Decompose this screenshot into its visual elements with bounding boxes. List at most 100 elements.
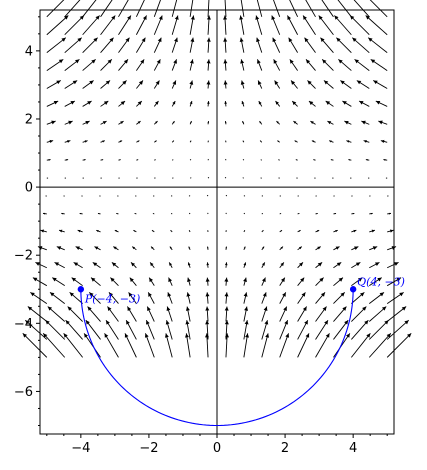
field-arrow xyxy=(46,15,69,36)
field-arrow xyxy=(308,100,316,107)
field-arrow xyxy=(261,292,267,304)
y-tick-label: 0 xyxy=(25,181,33,196)
field-arrow xyxy=(205,306,210,322)
field-arrow xyxy=(279,212,282,215)
field-arrow xyxy=(46,0,65,18)
field-arrow xyxy=(315,212,318,215)
field-arrow xyxy=(82,58,96,71)
field-arrow xyxy=(136,120,141,125)
field-arrow xyxy=(136,140,140,143)
field-arrow xyxy=(154,140,157,143)
field-arrow xyxy=(58,229,65,233)
field-arrow xyxy=(261,333,270,358)
field-arrow xyxy=(135,195,137,197)
field-arrow xyxy=(224,277,229,286)
field-arrow xyxy=(118,15,132,35)
field-arrow xyxy=(333,319,349,340)
field-arrow xyxy=(170,195,173,197)
field-arrow xyxy=(387,246,397,251)
x-tick-label: 2 xyxy=(281,441,289,456)
field-arrow xyxy=(225,140,227,143)
field-arrow xyxy=(151,229,155,233)
field-arrow xyxy=(297,246,303,251)
field-arrow xyxy=(375,100,388,107)
field-arrow xyxy=(297,229,301,233)
field-arrow xyxy=(304,37,316,53)
field-arrow xyxy=(368,319,389,340)
field-arrow xyxy=(224,320,229,340)
field-arrow xyxy=(171,120,175,125)
field-arrow xyxy=(225,158,227,161)
field-arrow xyxy=(136,159,139,161)
field-arrow xyxy=(297,319,309,340)
field-arrow xyxy=(351,212,355,215)
field-arrow xyxy=(136,80,144,89)
field-arrow xyxy=(96,229,101,233)
tick-labels: −4 −2 0 2 4 −6 −4 −2 0 2 4 xyxy=(14,44,357,456)
field-arrow xyxy=(169,246,173,251)
y-tick-label: 4 xyxy=(25,44,33,59)
field-arrow xyxy=(85,319,101,340)
field-arrow xyxy=(365,15,388,36)
x-tick-label: −2 xyxy=(139,441,158,456)
field-arrow xyxy=(73,261,83,269)
field-arrow xyxy=(261,306,268,322)
field-arrow xyxy=(104,333,119,358)
field-arrow xyxy=(243,230,246,233)
field-arrow xyxy=(107,306,119,322)
field-arrow xyxy=(64,177,66,179)
field-arrow xyxy=(288,37,299,53)
field-arrow xyxy=(136,59,145,71)
field-arrow xyxy=(46,37,67,54)
field-arrow xyxy=(153,15,163,35)
field-arrow xyxy=(386,277,402,287)
field-arrow xyxy=(225,212,227,215)
field-arrow xyxy=(315,333,330,358)
field-arrow xyxy=(171,159,174,161)
field-arrow xyxy=(67,306,83,322)
field-arrow xyxy=(100,120,107,125)
field-arrow xyxy=(242,140,245,143)
field-arrow xyxy=(117,195,119,197)
field-arrow xyxy=(369,195,371,197)
field-arrow xyxy=(279,246,284,251)
field-arrow xyxy=(224,176,227,179)
field-arrow xyxy=(100,0,113,18)
field-arrow xyxy=(187,277,191,286)
field-arrow xyxy=(136,100,143,107)
field-arrow xyxy=(314,177,316,179)
field-arrow xyxy=(150,246,155,251)
field-arrow xyxy=(367,37,388,54)
field-arrow xyxy=(243,262,247,268)
field-arrow xyxy=(204,333,209,358)
field-arrow xyxy=(386,319,410,340)
field-arrow xyxy=(188,230,191,233)
field-arrow xyxy=(387,195,389,197)
field-arrow xyxy=(261,246,265,251)
field-arrow xyxy=(330,159,334,161)
field-arrow xyxy=(278,177,280,179)
field-arrow xyxy=(274,80,281,89)
field-arrow xyxy=(351,333,371,358)
field-arrow xyxy=(348,159,352,161)
field-arrow xyxy=(354,58,370,71)
field-arrow xyxy=(311,140,316,143)
field-arrow xyxy=(350,177,352,179)
field-arrow xyxy=(64,159,69,161)
field-arrow xyxy=(189,177,192,179)
field-arrow xyxy=(340,80,352,89)
field-arrow xyxy=(276,120,281,125)
field-arrow xyxy=(260,159,263,161)
field-arrow xyxy=(313,159,316,161)
field-arrow xyxy=(315,292,326,304)
field-arrow xyxy=(171,140,175,143)
field-arrow xyxy=(351,229,357,233)
field-arrow xyxy=(368,306,387,322)
field-arrow xyxy=(333,246,340,251)
field-arrow xyxy=(346,140,352,143)
field-arrow xyxy=(243,320,249,340)
field-arrow xyxy=(334,15,352,36)
field-arrow xyxy=(243,306,249,322)
field-arrow xyxy=(87,306,101,322)
field-arrow xyxy=(321,0,334,18)
